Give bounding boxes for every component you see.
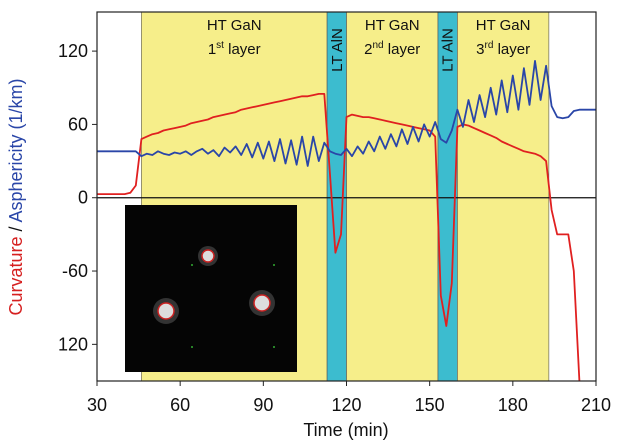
region-label: LT AlN	[440, 28, 457, 72]
x-tick-label: 210	[581, 395, 611, 415]
region-layer: 2nd layer	[364, 40, 420, 58]
layer-suffix: rd	[485, 40, 494, 51]
region-layer: 1st layer	[208, 40, 261, 58]
x-tick-label: 30	[87, 395, 107, 415]
layer-ordinal: 2	[364, 41, 372, 58]
x-tick-label: 90	[253, 395, 273, 415]
x-tick-label: 180	[498, 395, 528, 415]
layer-ordinal: 1	[208, 41, 216, 58]
region-label: HT GaN	[365, 17, 420, 34]
region-layer: 3rd layer	[476, 40, 530, 58]
y-label-part: Asphericity (1/km)	[6, 78, 26, 222]
plot-frame	[96, 11, 597, 382]
y-tick-label: 0	[78, 188, 88, 208]
y-tick-label: 60	[68, 114, 88, 134]
series-line	[97, 60, 596, 167]
series-line	[97, 93, 581, 381]
layer-suffix: nd	[373, 40, 384, 51]
y-label-sep: /	[6, 222, 26, 236]
layer-word: layer	[384, 41, 421, 58]
layer-suffix: st	[216, 40, 224, 51]
x-tick-label: 120	[331, 395, 361, 415]
regions: HT GaN 1st layer LT AlN HT GaN 2nd layer LT A…	[97, 11, 596, 382]
y-label-part: Curvature	[6, 237, 26, 316]
region-band	[346, 11, 439, 382]
inset-image	[125, 205, 297, 372]
y-tick-label: 120	[58, 334, 88, 354]
region-label: LT AlN	[329, 28, 346, 72]
layer-ordinal: 3	[476, 41, 484, 58]
x-axis-label: Time (min)	[303, 420, 388, 440]
x-tick-label: 60	[170, 395, 190, 415]
y-axis-label: Curvature / Asphericity (1/km)	[6, 78, 26, 315]
region-label: HT GaN	[207, 17, 262, 34]
x-tick-label: 150	[415, 395, 445, 415]
layer-word: layer	[493, 41, 530, 58]
y-tick-label: 120	[58, 41, 88, 61]
lines	[97, 60, 596, 381]
layer-word: layer	[224, 41, 261, 58]
y-tick-label: -60	[62, 261, 88, 281]
region-label: HT GaN	[476, 17, 531, 34]
